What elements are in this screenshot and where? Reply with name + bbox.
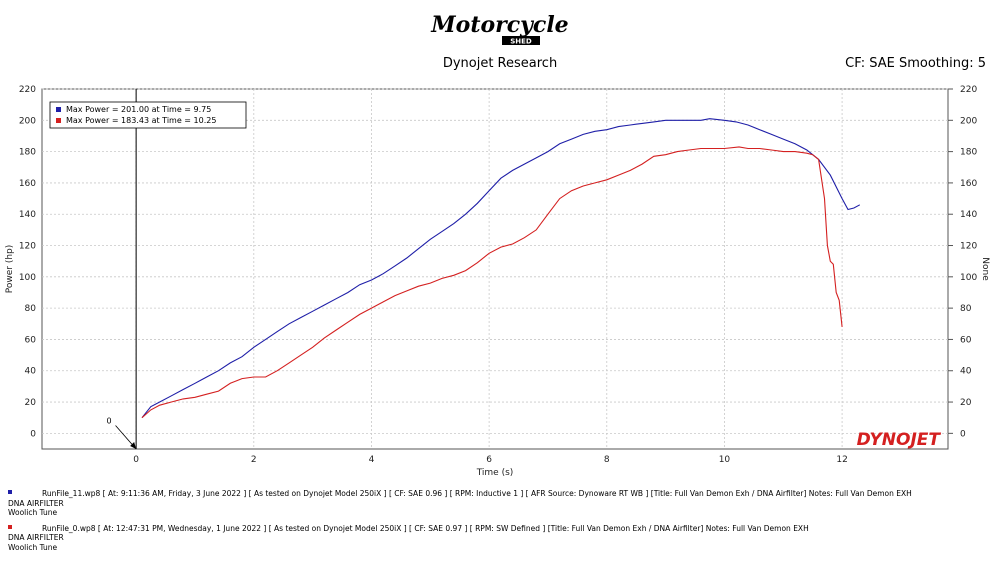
x-tick-label-3: 6 (486, 455, 492, 465)
run-note-1b: Woolich Tune (8, 508, 58, 517)
run-header-2: RunFile_0.wp8 [ At: 12:47:31 PM, Wednesd… (42, 523, 809, 533)
run-file-notes: RunFile_11.wp8 [ At: 9:11:36 AM, Friday,… (8, 489, 993, 558)
run-note-2a: DNA AIRFILTER (8, 533, 64, 542)
x-tick-label-6: 12 (836, 455, 847, 465)
y-right-tick-label-1: 20 (960, 398, 972, 408)
legend-box (49, 101, 247, 129)
y-tick-label-8: 160 (19, 179, 36, 189)
x-tick-label-4: 8 (604, 455, 610, 465)
y-right-tick-label-8: 160 (960, 179, 977, 189)
run-info-2: RunFile_0.wp8 [ At: 12:47:31 PM, Wednesd… (8, 524, 993, 553)
svg-text:SHED: SHED (510, 38, 532, 46)
x-tick-label-0: 0 (133, 455, 139, 465)
legend-entry-2: Max Power = 183.43 at Time = 10.25 (66, 116, 216, 125)
y-axis-label-right: None (980, 257, 990, 281)
legend-swatch-1 (56, 107, 61, 112)
plot-area (41, 88, 949, 450)
y-right-tick-label-11: 220 (960, 85, 977, 95)
y-right-tick-label-9: 180 (960, 148, 977, 158)
y-axis-label: Power (hp) (5, 245, 15, 294)
y-tick-label-7: 140 (19, 210, 36, 220)
run-note-2b: Woolich Tune (8, 542, 58, 552)
x-tick-label-2: 4 (369, 455, 375, 465)
y-tick-label-2: 40 (25, 367, 37, 377)
series-line-1 (141, 118, 861, 419)
run-header-1: RunFile_11.wp8 [ At: 9:11:36 AM, Friday,… (42, 489, 912, 498)
y-tick-label-10: 200 (19, 116, 36, 126)
run-info-1: RunFile_11.wp8 [ At: 9:11:36 AM, Friday,… (8, 489, 993, 518)
x-axis-label: Time (s) (476, 468, 514, 478)
y-right-tick-label-6: 120 (960, 242, 977, 252)
y-tick-label-6: 120 (19, 242, 36, 252)
marker-arrowhead (130, 442, 137, 449)
y-tick-label-4: 80 (25, 304, 37, 314)
y-right-tick-label-4: 80 (960, 304, 972, 314)
motorcycle-shed-logo: Motorcycle SHED (430, 12, 568, 46)
legend-swatch-2 (56, 118, 61, 123)
x-tick-label-5: 10 (719, 455, 731, 465)
series-line-2 (141, 146, 843, 419)
y-tick-label-3: 60 (25, 335, 37, 345)
marker-label: 0 (106, 417, 111, 426)
y-tick-label-0: 0 (30, 429, 36, 439)
y-right-tick-label-7: 140 (960, 210, 977, 220)
y-right-tick-label-3: 60 (960, 335, 972, 345)
run-note-1a: DNA AIRFILTER (8, 498, 64, 508)
x-tick-label-1: 2 (251, 455, 257, 465)
dynojet-watermark: DYNOJET (857, 430, 942, 450)
y-right-tick-label-10: 200 (960, 116, 977, 126)
y-right-tick-label-2: 40 (960, 367, 972, 377)
y-right-tick-label-0: 0 (960, 429, 966, 439)
y-tick-label-9: 180 (19, 148, 36, 158)
correction-factor-label: CF: SAE Smoothing: 5 (845, 56, 986, 71)
run-color-swatch-2 (8, 524, 12, 529)
chart-title: Dynojet Research (442, 56, 558, 71)
y-tick-label-5: 100 (19, 273, 36, 283)
legend-entry-1: Max Power = 201.00 at Time = 9.75 (66, 105, 211, 114)
y-right-tick-label-5: 100 (960, 273, 977, 283)
run-color-swatch-1 (8, 490, 12, 494)
y-tick-label-11: 220 (19, 85, 36, 95)
y-tick-label-1: 20 (25, 398, 37, 408)
svg-text:Motorcycle: Motorcycle (430, 12, 568, 38)
